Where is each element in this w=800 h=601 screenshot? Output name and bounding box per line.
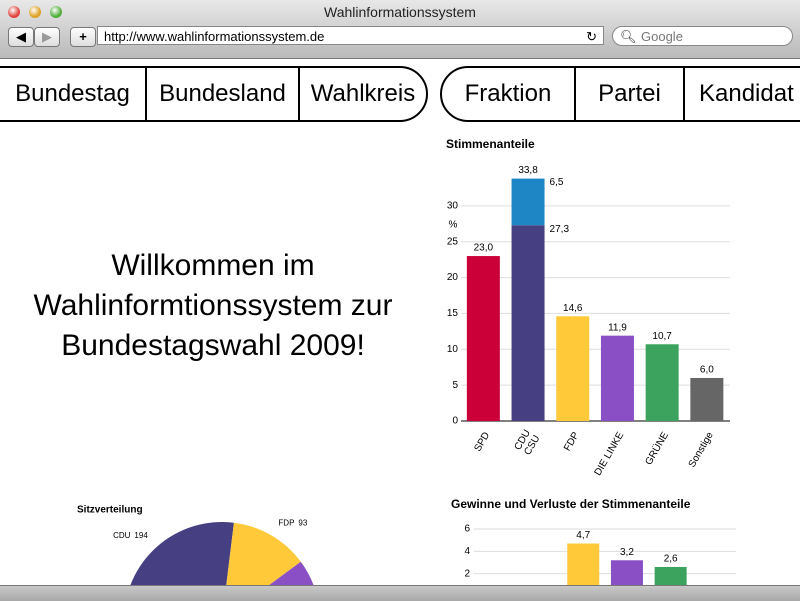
y-tick-label: 0 <box>452 416 458 427</box>
bar <box>610 560 643 585</box>
value-label: 3,2 <box>620 547 634 558</box>
value-label: 6,0 <box>700 365 714 376</box>
welcome-line: Willkommen im <box>111 249 315 282</box>
slice-value: 194 <box>134 531 148 540</box>
x-tick-label: FDP <box>562 430 582 453</box>
y-tick-label: 2 <box>464 568 470 579</box>
reload[interactable]: ↻ <box>586 29 597 44</box>
nav-tab[interactable]: Bundestag <box>0 68 147 120</box>
value-label: 23,0 <box>474 243 494 254</box>
x-tick-label: DIE LINKE <box>593 430 627 478</box>
x-tick-label: SPD <box>472 430 492 453</box>
x-tick-label: GRÜNE <box>643 430 672 468</box>
value-label: 10,7 <box>652 331 672 342</box>
x-tick-line: CSU <box>521 433 542 459</box>
status-bar <box>0 585 800 601</box>
bar <box>690 377 724 421</box>
nav-right: Fraktion Partei Kandidat <box>440 66 800 122</box>
y-tick-label: 30 <box>447 200 459 211</box>
value-label: 27,3 <box>550 224 570 235</box>
y-tick-label: 15 <box>447 308 459 319</box>
value-label: 11,9 <box>608 322 627 333</box>
x-tick-label: Sonstige <box>687 430 716 470</box>
bar <box>511 225 545 421</box>
search-field[interactable]: 🔍︎ Google <box>612 26 793 46</box>
slice-label: CDU 194 <box>113 531 148 540</box>
zoom-button[interactable] <box>50 6 62 18</box>
chart-title: Sitzverteilung <box>77 505 143 516</box>
welcome-line: Bundestagswahl 2009! <box>61 329 365 362</box>
y-tick-label: 25 <box>447 236 459 247</box>
add-bookmark[interactable]: + <box>70 27 96 47</box>
browser-chrome: Wahlinformationssystem ◀ ▶ + http://www.… <box>0 0 800 59</box>
minimize-button[interactable] <box>29 6 41 18</box>
search-placeholder: Google <box>641 29 683 44</box>
nav-tab[interactable]: Wahlkreis <box>310 80 416 107</box>
back-button[interactable]: ◀ <box>8 27 34 47</box>
nav-tab[interactable]: Fraktion <box>442 68 576 120</box>
y-unit: % <box>449 220 458 231</box>
bar <box>654 566 687 585</box>
value-label: 14,6 <box>563 303 583 314</box>
value-label: 6,5 <box>550 177 564 188</box>
nav-tab[interactable]: Bundesland <box>147 68 300 120</box>
bar <box>645 344 679 421</box>
url-text: http://www.wahlinformationssystem.de <box>104 29 325 44</box>
x-tick-line: CDU <box>512 428 532 452</box>
slice-name: FDP <box>278 518 294 527</box>
y-tick-label: 5 <box>452 380 458 391</box>
bar <box>466 256 500 421</box>
nav-left: Bundestag Bundesland Wahlkreis <box>0 66 428 122</box>
chart-title: Gewinne und Verluste der Stimmenanteile <box>451 497 691 511</box>
chart-title: Stimmenanteile <box>446 137 535 151</box>
y-tick-label: 20 <box>447 272 459 283</box>
bar <box>600 335 634 421</box>
pie-slice <box>269 561 314 585</box>
y-tick-label: 6 <box>464 524 470 535</box>
close-button[interactable] <box>8 6 20 18</box>
address-bar[interactable]: http://www.wahlinformationssystem.de ↻ <box>97 26 604 45</box>
bar <box>556 316 590 421</box>
total-label: 33,8 <box>518 165 538 176</box>
welcome-line: Wahlinformtionssystem zur <box>33 289 393 322</box>
pie-slice <box>130 522 234 585</box>
pie-slice <box>226 522 301 585</box>
value-label: 4,7 <box>576 530 590 541</box>
slice-label: FDP 93 <box>278 518 307 527</box>
slice-value: 93 <box>298 518 307 527</box>
bar <box>567 543 600 585</box>
welcome: Willkommen im Wahlinformtionssystem zur … <box>0 246 426 366</box>
nav-tab[interactable]: Partei <box>576 68 685 120</box>
bar <box>511 178 545 226</box>
value-label: 2,6 <box>664 554 678 565</box>
y-tick-label: 10 <box>447 344 459 355</box>
nav-tab[interactable]: Kandidat <box>699 80 794 107</box>
x-tick-label: CDU CSU <box>511 428 542 460</box>
y-tick-label: 4 <box>464 546 470 557</box>
window-title: Wahlinformationssystem <box>324 4 476 20</box>
forward-button[interactable]: ▶ <box>34 27 60 47</box>
slice-name: CDU <box>113 531 131 540</box>
